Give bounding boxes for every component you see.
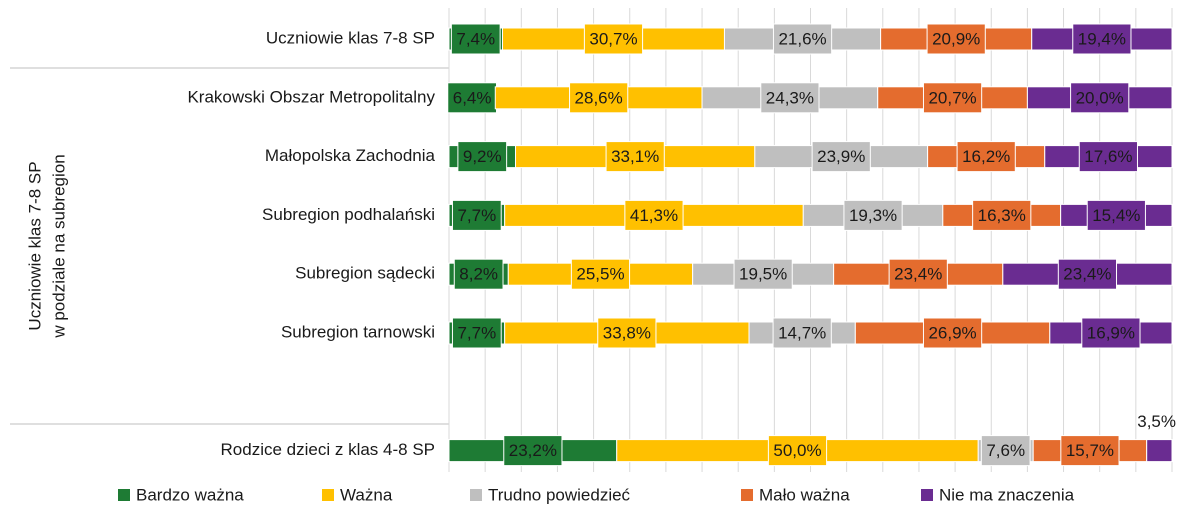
group-label: w podziale na subregion [49, 154, 68, 338]
label-background [888, 258, 948, 290]
label-background [447, 82, 498, 114]
value-label: 19,4% [1078, 29, 1126, 48]
legend-swatch [322, 489, 334, 501]
value-label: 15,4% [1092, 206, 1140, 225]
value-label: 7,7% [457, 206, 496, 225]
value-label: 8,2% [459, 265, 498, 284]
category-label: Subregion tarnowski [281, 322, 435, 341]
label-background [1057, 258, 1118, 290]
bar-segment [1146, 439, 1173, 463]
group-label: Uczniowie klas 7-8 SP [25, 161, 44, 330]
value-label: 25,5% [576, 265, 624, 284]
label-background [450, 23, 501, 55]
label-background [457, 141, 508, 173]
label-background [980, 435, 1031, 467]
value-label: 23,2% [509, 441, 557, 460]
value-label: 50,0% [773, 441, 821, 460]
label-background [570, 258, 631, 290]
category-label: Subregion podhalański [262, 205, 435, 224]
label-background [843, 199, 903, 231]
label-background [811, 141, 871, 173]
label-background [1078, 141, 1138, 173]
value-label: 16,9% [1087, 323, 1135, 342]
value-label: 19,5% [739, 265, 787, 284]
label-background [1086, 199, 1146, 231]
label-background [1081, 317, 1141, 349]
label-background [1070, 82, 1130, 114]
value-label: 41,3% [630, 206, 678, 225]
label-background [972, 199, 1032, 231]
label-background [1072, 23, 1132, 55]
label-background [772, 317, 832, 349]
value-label: 9,2% [463, 147, 502, 166]
value-label: 23,4% [1063, 265, 1111, 284]
label-background [922, 82, 983, 114]
label-background [767, 435, 828, 467]
value-label: 14,7% [778, 323, 826, 342]
label-background [451, 199, 502, 231]
label-background [453, 258, 504, 290]
value-label: 17,6% [1084, 147, 1132, 166]
legend-label: Trudno powiedzieć [488, 485, 631, 504]
legend-label: Mało ważna [759, 485, 850, 504]
value-label: 15,7% [1066, 441, 1114, 460]
value-label: 20,0% [1076, 88, 1124, 107]
legend-swatch [741, 489, 753, 501]
legend-swatch [921, 489, 933, 501]
label-background [451, 317, 502, 349]
value-label: 23,4% [894, 265, 942, 284]
value-label: 28,6% [575, 88, 623, 107]
legend-label: Bardzo ważna [136, 485, 244, 504]
category-label: Rodzice dzieci z klas 4-8 SP [221, 440, 435, 459]
value-label: 16,3% [978, 206, 1026, 225]
label-background [583, 23, 644, 55]
label-background [772, 23, 833, 55]
label-background [605, 141, 665, 173]
value-label: 7,7% [457, 323, 496, 342]
value-label: 20,7% [928, 88, 976, 107]
value-label: 20,9% [932, 29, 980, 48]
legend-swatch [470, 489, 482, 501]
value-label: 6,4% [453, 88, 492, 107]
value-label: 30,7% [589, 29, 637, 48]
value-label: 3,5% [1137, 412, 1176, 431]
legend-label: Ważna [340, 485, 393, 504]
value-label: 19,3% [849, 206, 897, 225]
value-label: 21,6% [778, 29, 826, 48]
category-label: Uczniowie klas 7-8 SP [266, 28, 435, 47]
label-background [1060, 435, 1120, 467]
label-background [956, 141, 1016, 173]
label-background [760, 82, 820, 114]
value-label: 24,3% [766, 88, 814, 107]
label-background [597, 317, 657, 349]
value-label: 33,8% [603, 323, 651, 342]
value-label: 7,6% [986, 441, 1025, 460]
legend-label: Nie ma znaczenia [939, 485, 1075, 504]
label-background [569, 82, 629, 114]
label-background [922, 317, 983, 349]
value-label: 23,9% [817, 147, 865, 166]
legend-swatch [118, 489, 130, 501]
label-background [503, 435, 563, 467]
category-label: Małopolska Zachodnia [265, 146, 436, 165]
label-background [926, 23, 986, 55]
value-label: 26,9% [928, 323, 976, 342]
category-label: Subregion sądecki [295, 264, 435, 283]
value-label: 16,2% [962, 147, 1010, 166]
value-label: 33,1% [611, 147, 659, 166]
category-label: Krakowski Obszar Metropolitalny [187, 87, 435, 106]
value-label: 7,4% [456, 29, 495, 48]
label-background [733, 258, 793, 290]
label-background [624, 199, 684, 231]
